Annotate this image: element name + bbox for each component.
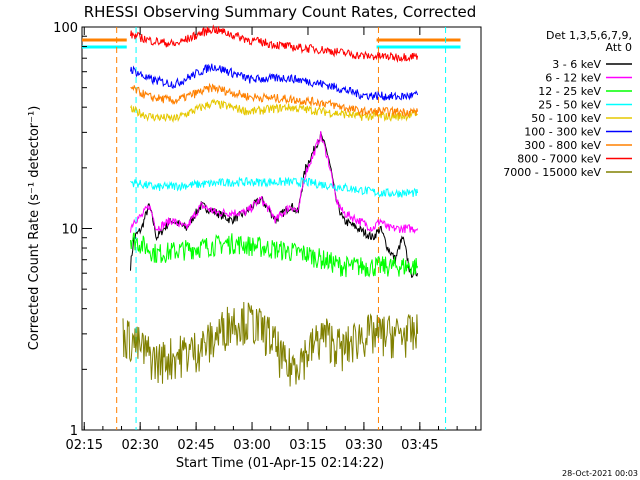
legend-label: 300 - 800 keV (524, 139, 601, 152)
series-line-6-12-kev (130, 131, 419, 235)
series-line-100-300-kev (130, 63, 419, 101)
y-tick-label: 1 (70, 424, 78, 439)
x-tick-label: 02:45 (177, 438, 214, 453)
series-line-50-100-kev (130, 98, 418, 123)
x-tick-label: 02:30 (121, 438, 158, 453)
legend-label: 7000 - 15000 keV (503, 166, 601, 179)
x-tick-label: 03:30 (345, 438, 382, 453)
legend-label: 100 - 300 keV (524, 126, 601, 139)
series-line-12-25-kev (130, 232, 419, 278)
series-line-300-800-kev (130, 82, 419, 118)
legend-label: 12 - 25 keV (538, 85, 601, 98)
series-line-800-7000-kev (130, 24, 419, 64)
series-layer (122, 24, 419, 387)
legend-label: 50 - 100 keV (531, 112, 601, 125)
legend-header: Att 0 (606, 41, 632, 54)
date-stamp: 28-Oct-2021 00:03 (562, 469, 638, 478)
series-line-7000-15000-kev (122, 301, 419, 387)
x-tick-label: 02:15 (66, 438, 103, 453)
interval-markers (82, 27, 461, 430)
legend-header: Det 1,3,5,6,7,9, (546, 29, 632, 42)
x-tick-label: 03:45 (401, 438, 438, 453)
legend-label: 25 - 50 keV (538, 99, 601, 112)
axis-ticks: 02:15 02:30 02:45 03:00 03:15 03:30 03:45 1 10 10… (53, 21, 477, 453)
chart-title: RHESSI Observing Summary Count Rates, Co… (84, 3, 477, 21)
x-tick-label: 03:15 (289, 438, 326, 453)
x-tick-label: 03:00 (233, 438, 270, 453)
y-tick-label: 100 (53, 21, 78, 36)
y-axis-label: Corrected Count Rate (s⁻¹ detector⁻¹) (27, 106, 42, 351)
plot-area (81, 26, 482, 431)
series-line-3-6-kev (130, 131, 419, 278)
x-axis-label: Start Time (01-Apr-15 02:14:22) (176, 456, 384, 471)
series-line-25-50-kev (130, 176, 419, 199)
legend-label: 6 - 12 keV (545, 72, 601, 85)
y-tick-label: 10 (61, 223, 78, 238)
legend-label: 800 - 7000 keV (517, 153, 601, 166)
legend-label: 3 - 6 keV (552, 58, 601, 71)
